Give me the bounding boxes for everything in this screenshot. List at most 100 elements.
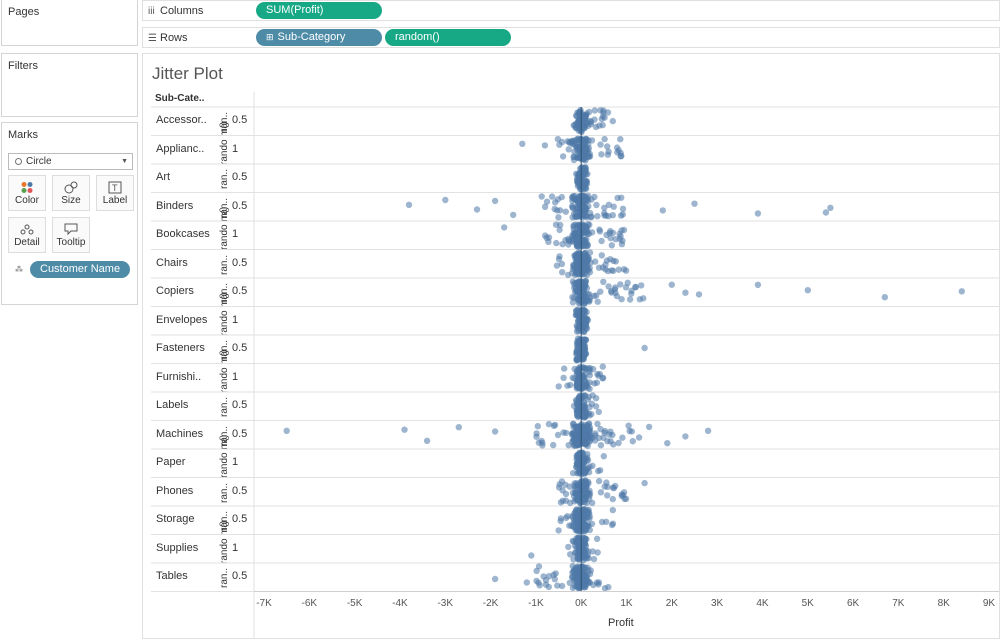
data-point (613, 144, 621, 151)
row-label[interactable]: Binders (156, 199, 194, 212)
data-point (597, 489, 605, 496)
sub-category-pill[interactable]: ⊞ Sub-Category (256, 29, 382, 46)
detail-small-icon: ⁂ (15, 265, 23, 274)
data-point (595, 372, 602, 379)
row-label[interactable]: Supplies (156, 541, 199, 554)
data-point (599, 264, 606, 271)
data-point-outlier (528, 552, 535, 559)
data-point (582, 535, 589, 542)
filters-panel[interactable]: Filters (1, 53, 138, 117)
rows-label: Rows (160, 32, 188, 44)
data-point (576, 173, 583, 180)
row-label[interactable]: Furnishi.. (156, 370, 202, 383)
data-point (581, 282, 589, 289)
row-label[interactable]: Copiers (156, 285, 194, 298)
row-label[interactable]: Paper (156, 456, 186, 469)
data-point (617, 212, 625, 219)
data-point (578, 449, 586, 456)
data-point (598, 237, 605, 245)
data-point (582, 146, 589, 154)
data-point (601, 427, 609, 435)
data-point (561, 365, 568, 372)
data-point (552, 570, 559, 577)
row-label[interactable]: Bookcases (156, 228, 210, 241)
label-button[interactable]: T Label (96, 175, 134, 211)
row-label[interactable]: Machines (156, 427, 204, 440)
data-point (578, 290, 585, 297)
x-tick-label: 7K (892, 598, 905, 609)
data-point (597, 467, 604, 474)
row-label[interactable]: Phones (156, 484, 194, 497)
rows-shelf[interactable]: ☰ Rows ⊞ Sub-Category random() (142, 27, 1000, 48)
data-point (533, 430, 540, 437)
data-point-outlier (641, 344, 648, 352)
data-point (617, 153, 624, 160)
pages-panel[interactable]: Pages (1, 0, 138, 46)
data-point (594, 420, 601, 428)
data-point (618, 491, 625, 498)
data-point (565, 543, 572, 551)
row-label[interactable]: Envelopes (156, 313, 208, 326)
data-point (586, 372, 593, 379)
data-point (574, 381, 581, 388)
data-point (575, 492, 582, 499)
data-point (580, 413, 587, 420)
data-point (581, 270, 588, 278)
row-label[interactable]: Storage (156, 513, 195, 526)
data-point (588, 400, 596, 407)
pages-title: Pages (8, 6, 40, 18)
columns-shelf[interactable]: iii Columns SUM(Profit) (142, 0, 1000, 21)
data-point-outlier (405, 201, 413, 208)
data-point (574, 433, 581, 441)
mark-type-dropdown[interactable]: Circle ▼ (8, 153, 133, 170)
data-point (558, 260, 566, 268)
random-axis-tick: 1 (232, 142, 239, 155)
row-label[interactable]: Labels (156, 399, 189, 412)
row-label[interactable]: Applianc.. (156, 142, 205, 155)
row-label[interactable]: Chairs (156, 256, 188, 269)
data-point (582, 468, 589, 475)
data-point (574, 178, 581, 185)
sum-profit-pill[interactable]: SUM(Profit) (256, 2, 382, 19)
data-point (573, 213, 580, 220)
data-point-outlier (519, 140, 526, 147)
tooltip-button[interactable]: Tooltip (52, 217, 90, 253)
random-axis-tick: 1 (232, 313, 239, 326)
data-point (594, 298, 601, 305)
customer-name-pill[interactable]: Customer Name (30, 261, 130, 278)
data-point (558, 582, 566, 590)
data-point (565, 146, 572, 153)
row-label[interactable]: Tables (156, 570, 188, 583)
data-point (556, 141, 563, 148)
data-point (575, 538, 582, 546)
row-label[interactable]: Art (156, 171, 171, 184)
size-button[interactable]: Size (52, 175, 90, 211)
data-point (601, 585, 609, 592)
sub-category-header[interactable]: Sub-Cate.. (155, 93, 205, 104)
data-point (575, 515, 582, 522)
data-point (597, 141, 604, 148)
data-point (582, 253, 589, 261)
random-axis-tick: 0.5 (232, 256, 248, 269)
data-point (582, 496, 589, 503)
data-point (545, 573, 553, 580)
data-point (555, 214, 562, 221)
data-point-outlier (668, 281, 675, 288)
data-point (556, 226, 563, 234)
data-point (635, 434, 643, 441)
row-label[interactable]: Fasteners (156, 342, 205, 355)
data-point (582, 325, 589, 333)
color-button[interactable]: Color (8, 175, 46, 211)
jitter-plot[interactable] (143, 54, 999, 638)
x-tick-label: 8K (937, 598, 950, 609)
data-point (535, 579, 542, 586)
data-point-outlier (501, 224, 508, 231)
data-point-outlier (958, 288, 965, 295)
color-label: Color (15, 195, 39, 206)
row-label[interactable]: Accessor.. (156, 114, 207, 127)
random-pill[interactable]: random() (385, 29, 511, 46)
data-point (615, 439, 622, 447)
detail-button[interactable]: Detail (8, 217, 46, 253)
marks-title: Marks (8, 129, 38, 141)
data-point (609, 506, 616, 514)
